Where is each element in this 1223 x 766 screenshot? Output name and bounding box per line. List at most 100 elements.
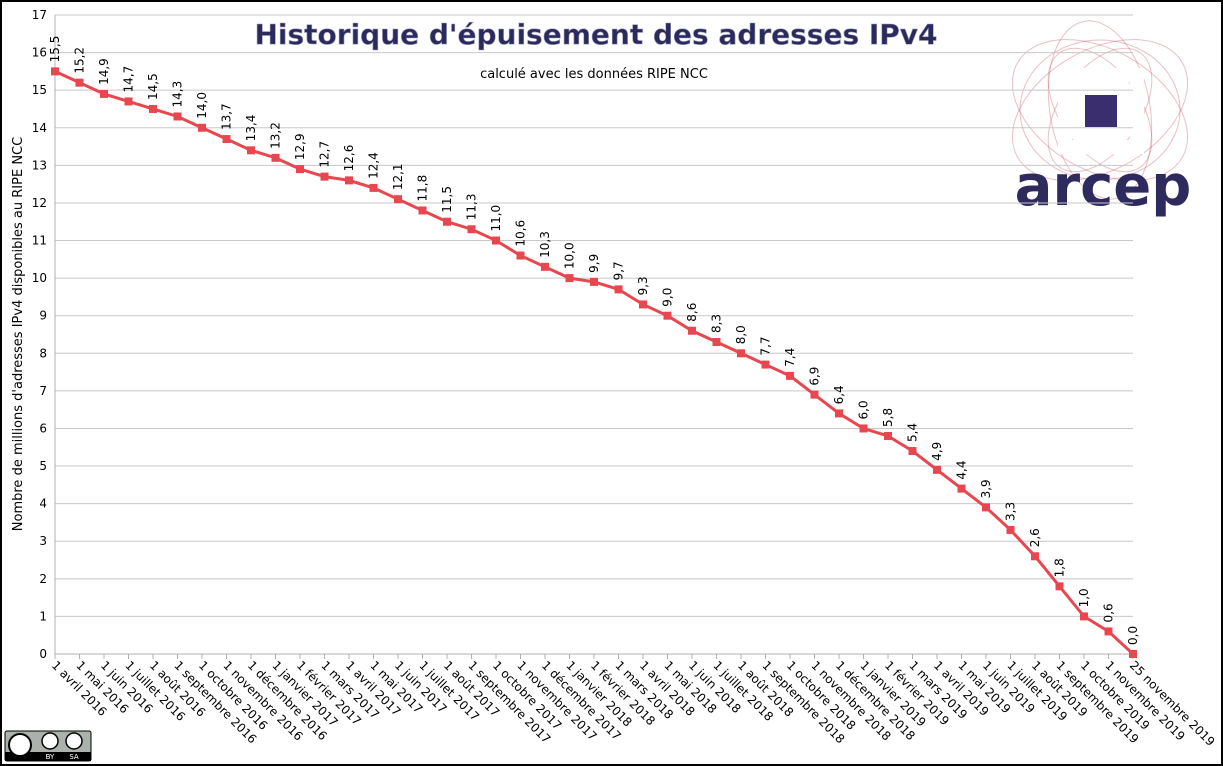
data-label: 10,6 bbox=[514, 220, 528, 247]
data-label: 7,7 bbox=[759, 336, 773, 355]
data-label: 10,0 bbox=[563, 242, 577, 269]
data-label: 1,8 bbox=[1053, 558, 1067, 577]
data-point bbox=[124, 97, 133, 106]
data-point bbox=[320, 172, 329, 181]
license-label: BY bbox=[46, 753, 55, 761]
data-label: 13,7 bbox=[220, 103, 234, 130]
data-label: 4,9 bbox=[930, 442, 944, 461]
y-tick-label: 2 bbox=[39, 572, 47, 586]
data-point bbox=[908, 447, 917, 456]
data-label: 12,6 bbox=[342, 145, 356, 172]
data-label: 2,6 bbox=[1028, 528, 1042, 547]
data-point bbox=[590, 277, 598, 286]
y-tick-label: 9 bbox=[39, 309, 47, 323]
data-label: 11,3 bbox=[465, 194, 479, 221]
data-point bbox=[51, 67, 59, 76]
data-point bbox=[737, 349, 745, 358]
y-tick-label: 17 bbox=[32, 8, 47, 22]
data-point bbox=[1104, 627, 1113, 636]
data-point bbox=[614, 285, 623, 294]
data-label: 4,4 bbox=[955, 461, 969, 480]
data-label: 8,6 bbox=[685, 303, 699, 322]
data-label: 14,9 bbox=[97, 58, 111, 85]
data-label: 13,2 bbox=[269, 122, 283, 149]
data-point bbox=[688, 326, 696, 335]
data-label: 12,9 bbox=[293, 133, 307, 160]
grid bbox=[55, 14, 1133, 655]
data-label: 6,4 bbox=[832, 385, 846, 404]
y-tick-label: 13 bbox=[32, 158, 47, 172]
license-label: SA bbox=[69, 753, 79, 761]
y-tick-label: 6 bbox=[39, 421, 47, 435]
y-tick-label: 10 bbox=[32, 271, 47, 285]
data-label: 9,0 bbox=[661, 288, 675, 307]
y-tick-label: 1 bbox=[39, 609, 47, 623]
data-point bbox=[75, 78, 84, 87]
data-point bbox=[1031, 552, 1039, 561]
data-point bbox=[1129, 650, 1137, 658]
data-label: 15,2 bbox=[73, 47, 87, 74]
license-badge: BY SA bbox=[4, 730, 92, 762]
data-point bbox=[222, 135, 231, 144]
data-point bbox=[541, 262, 549, 271]
data-point bbox=[394, 195, 402, 204]
y-tick-label: 14 bbox=[32, 121, 47, 135]
data-label: 14,3 bbox=[171, 81, 185, 108]
data-point bbox=[492, 236, 500, 245]
data-point bbox=[982, 503, 990, 512]
data-point bbox=[761, 360, 770, 369]
y-tick-label: 12 bbox=[32, 196, 47, 210]
data-point bbox=[957, 484, 966, 493]
logo: arcep bbox=[1011, 20, 1192, 219]
y-tick-label: 7 bbox=[39, 384, 47, 398]
data-point bbox=[786, 371, 794, 380]
data-label: 11,0 bbox=[489, 205, 503, 232]
data-label: 0,0 bbox=[1126, 626, 1140, 645]
y-tick-label: 11 bbox=[32, 234, 47, 248]
data-label: 15,5 bbox=[48, 36, 62, 63]
data-label: 10,3 bbox=[538, 231, 552, 258]
data-label: 13,4 bbox=[244, 115, 258, 142]
data-label: 9,3 bbox=[636, 276, 650, 295]
data-label: 12,7 bbox=[318, 141, 332, 168]
logo-text: arcep bbox=[1015, 154, 1192, 219]
data-point bbox=[1006, 525, 1015, 534]
data-point bbox=[516, 251, 525, 260]
data-point bbox=[369, 183, 378, 192]
chart-subtitle: calculé avec les données RIPE NCC bbox=[480, 67, 708, 82]
data-point bbox=[639, 300, 647, 309]
data-label: 14,5 bbox=[146, 73, 160, 100]
data-point bbox=[100, 89, 108, 98]
data-point bbox=[859, 424, 868, 433]
data-label: 0,6 bbox=[1102, 603, 1116, 622]
y-tick-label: 8 bbox=[39, 346, 47, 360]
data-point bbox=[467, 225, 476, 234]
data-point bbox=[149, 104, 157, 113]
y-axis-label: Nombre de millions d'adresses IPv4 dispo… bbox=[11, 137, 26, 531]
data-label: 7,4 bbox=[783, 348, 797, 367]
data-label: 14,0 bbox=[195, 92, 209, 119]
data-label: 3,9 bbox=[979, 479, 993, 498]
y-tick-label: 15 bbox=[32, 83, 47, 97]
y-tick-label: 4 bbox=[39, 497, 47, 511]
data-point bbox=[1055, 582, 1064, 591]
data-label: 12,4 bbox=[367, 152, 381, 179]
data-label: 1,0 bbox=[1077, 588, 1091, 607]
data-point bbox=[418, 206, 427, 215]
data-point bbox=[345, 176, 353, 185]
data-label: 5,4 bbox=[906, 423, 920, 442]
data-point bbox=[933, 465, 941, 474]
data-label: 8,3 bbox=[710, 314, 724, 333]
data-label: 5,8 bbox=[881, 408, 895, 427]
data-point bbox=[271, 153, 280, 162]
data-point bbox=[198, 123, 206, 132]
y-tick-label: 3 bbox=[39, 534, 47, 548]
data-point bbox=[663, 311, 672, 320]
data-label: 11,5 bbox=[440, 186, 454, 213]
data-point bbox=[712, 338, 721, 347]
data-label: 6,0 bbox=[857, 400, 871, 419]
data-point bbox=[884, 431, 892, 440]
data-label: 14,7 bbox=[122, 66, 136, 93]
